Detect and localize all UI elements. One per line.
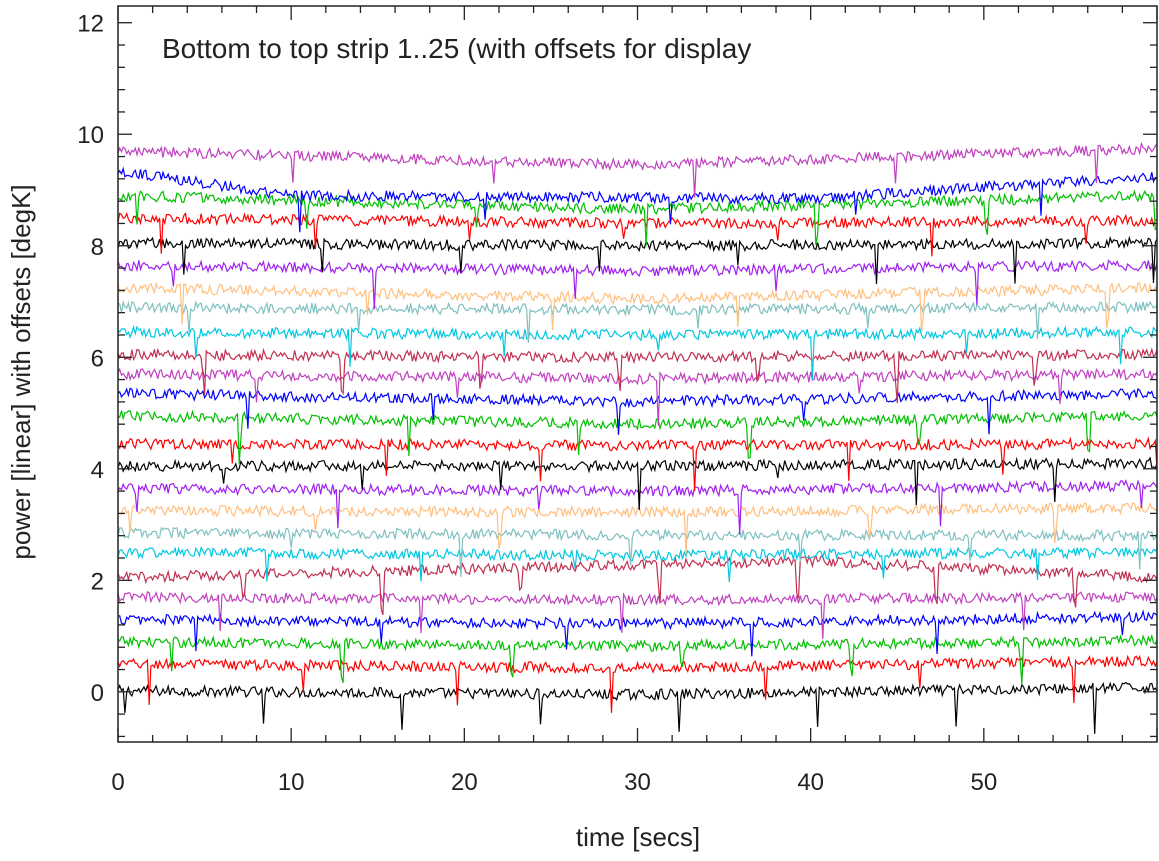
x-tick-label: 40: [797, 769, 824, 796]
series-line-strip-22: [117, 212, 1158, 257]
y-tick-label: 2: [91, 568, 104, 595]
series-line-strip-2: [117, 654, 1158, 713]
series-line-strip-23: [117, 189, 1158, 246]
series-line-strip-11: [117, 456, 1158, 511]
series-line-strip-24: [117, 166, 1158, 233]
series-line-strip-5: [117, 590, 1158, 639]
x-tick-label: 10: [278, 769, 305, 796]
series-line-strip-13: [117, 409, 1158, 464]
x-tick-label: 30: [624, 769, 651, 796]
series-line-strip-19: [117, 281, 1158, 332]
series-line-strip-7: [117, 545, 1158, 583]
x-tick-label: 0: [111, 769, 124, 796]
series-line-strip-8: [117, 526, 1158, 577]
series-line-strip-6: [117, 554, 1158, 615]
y-axis-label: power [linear] with offsets [degK]: [6, 184, 36, 559]
series-line-strip-20: [117, 259, 1158, 310]
x-tick-label: 50: [970, 769, 997, 796]
series-line-strip-10: [117, 479, 1158, 535]
chart-title: Bottom to top strip 1..25 (with offsets …: [162, 33, 751, 64]
y-tick-label: 0: [91, 680, 104, 707]
series-line-strip-25: [117, 141, 1158, 198]
series-line-strip-12: [117, 436, 1158, 492]
series-line-strip-16: [117, 347, 1158, 404]
series-line-strip-15: [117, 367, 1158, 426]
ticks-layer: 0 10 20 30 40 50 0 2 4 6 8 10 12: [77, 6, 1158, 796]
y-tick-label: 12: [77, 11, 104, 38]
series-line-strip-14: [117, 387, 1158, 435]
series-line-strip-9: [117, 501, 1158, 556]
series-line-strip-3: [117, 633, 1158, 684]
series-layer: [117, 141, 1158, 734]
series-line-strip-18: [118, 300, 1158, 343]
x-tick-label: 20: [451, 769, 478, 796]
series-line-strip-17: [117, 324, 1158, 381]
y-tick-label: 8: [91, 234, 104, 261]
y-tick-label: 6: [91, 345, 104, 372]
x-axis-label: time [secs]: [576, 822, 700, 852]
series-line-strip-1: [117, 681, 1158, 734]
y-tick-label: 10: [77, 122, 104, 149]
series-line-strip-4: [118, 609, 1158, 657]
series-line-strip-21: [117, 235, 1158, 285]
y-tick-label: 4: [91, 457, 104, 484]
